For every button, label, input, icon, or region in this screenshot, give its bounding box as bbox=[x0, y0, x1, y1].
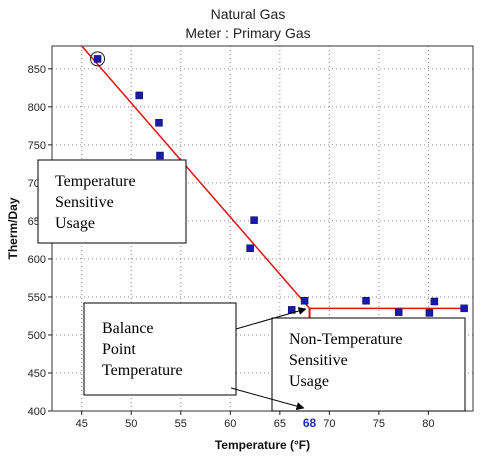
non-temperature-sensitive-callout-box bbox=[271, 317, 466, 412]
chart-subtitle: Meter : Primary Gas bbox=[185, 25, 310, 41]
temperature-sensitive-callout-line: Usage bbox=[55, 215, 95, 232]
x-tick-label: 65 bbox=[274, 418, 286, 430]
data-point bbox=[394, 308, 403, 316]
balance-point-callout-line: Temperature bbox=[102, 362, 183, 379]
highlight-ring bbox=[90, 51, 106, 67]
data-point bbox=[246, 244, 254, 253]
fit-line-temperature-sensitive bbox=[81, 46, 311, 309]
temperature-sensitive-callout-line: Temperature bbox=[55, 173, 136, 190]
y-tick-label: 850 bbox=[28, 64, 46, 76]
balance-arrow-upper bbox=[235, 307, 307, 330]
y-tick-label: 550 bbox=[28, 292, 46, 304]
y-tick-label: 750 bbox=[28, 140, 46, 152]
data-point bbox=[460, 304, 468, 313]
x-tick-label: 70 bbox=[323, 418, 335, 430]
data-point bbox=[155, 119, 163, 127]
data-point bbox=[156, 151, 164, 160]
data-point bbox=[135, 91, 143, 100]
balance-point-callout-line: Point bbox=[102, 341, 136, 358]
x-tick-label: 75 bbox=[373, 418, 385, 430]
balance-arrow-lower bbox=[230, 387, 305, 410]
balance-tick-bg bbox=[300, 416, 319, 430]
data-point bbox=[250, 216, 258, 224]
y-tick-label: 600 bbox=[28, 254, 46, 266]
x-tick-label: 55 bbox=[175, 418, 187, 430]
fit-lines bbox=[81, 46, 469, 310]
data-point bbox=[430, 297, 439, 306]
data-point bbox=[362, 296, 370, 305]
y-tick-label: 800 bbox=[28, 102, 46, 114]
y-tick-label: 450 bbox=[28, 368, 46, 380]
non-temperature-sensitive-callout-line: Usage bbox=[289, 373, 329, 390]
x-tick-label: 45 bbox=[76, 418, 88, 430]
balance-point-tick-label: 68 bbox=[303, 416, 317, 430]
data-point bbox=[93, 55, 102, 63]
temperature-sensitive-callout-box bbox=[37, 159, 187, 244]
x-axis-label: Temperature (°F) bbox=[215, 438, 310, 452]
chart-title: Natural Gas bbox=[211, 6, 286, 22]
non-temperature-sensitive-callout-line: Non-Temperature bbox=[289, 331, 403, 348]
balance-point-callout-line: Balance bbox=[102, 320, 154, 337]
temperature-sensitive-callout-line: Sensitive bbox=[55, 194, 114, 211]
x-tick-label: 60 bbox=[224, 418, 236, 430]
balance-point-callout-box bbox=[83, 302, 237, 396]
x-tick-label: 80 bbox=[422, 418, 434, 430]
data-point bbox=[300, 296, 309, 305]
y-tick-label: 500 bbox=[28, 330, 46, 342]
non-temperature-sensitive-callout-line: Sensitive bbox=[289, 352, 348, 369]
data-point bbox=[425, 309, 434, 317]
y-tick-label: 400 bbox=[28, 406, 46, 418]
y-axis-label: Therm/Day bbox=[6, 197, 20, 259]
x-tick-label: 50 bbox=[125, 418, 137, 430]
